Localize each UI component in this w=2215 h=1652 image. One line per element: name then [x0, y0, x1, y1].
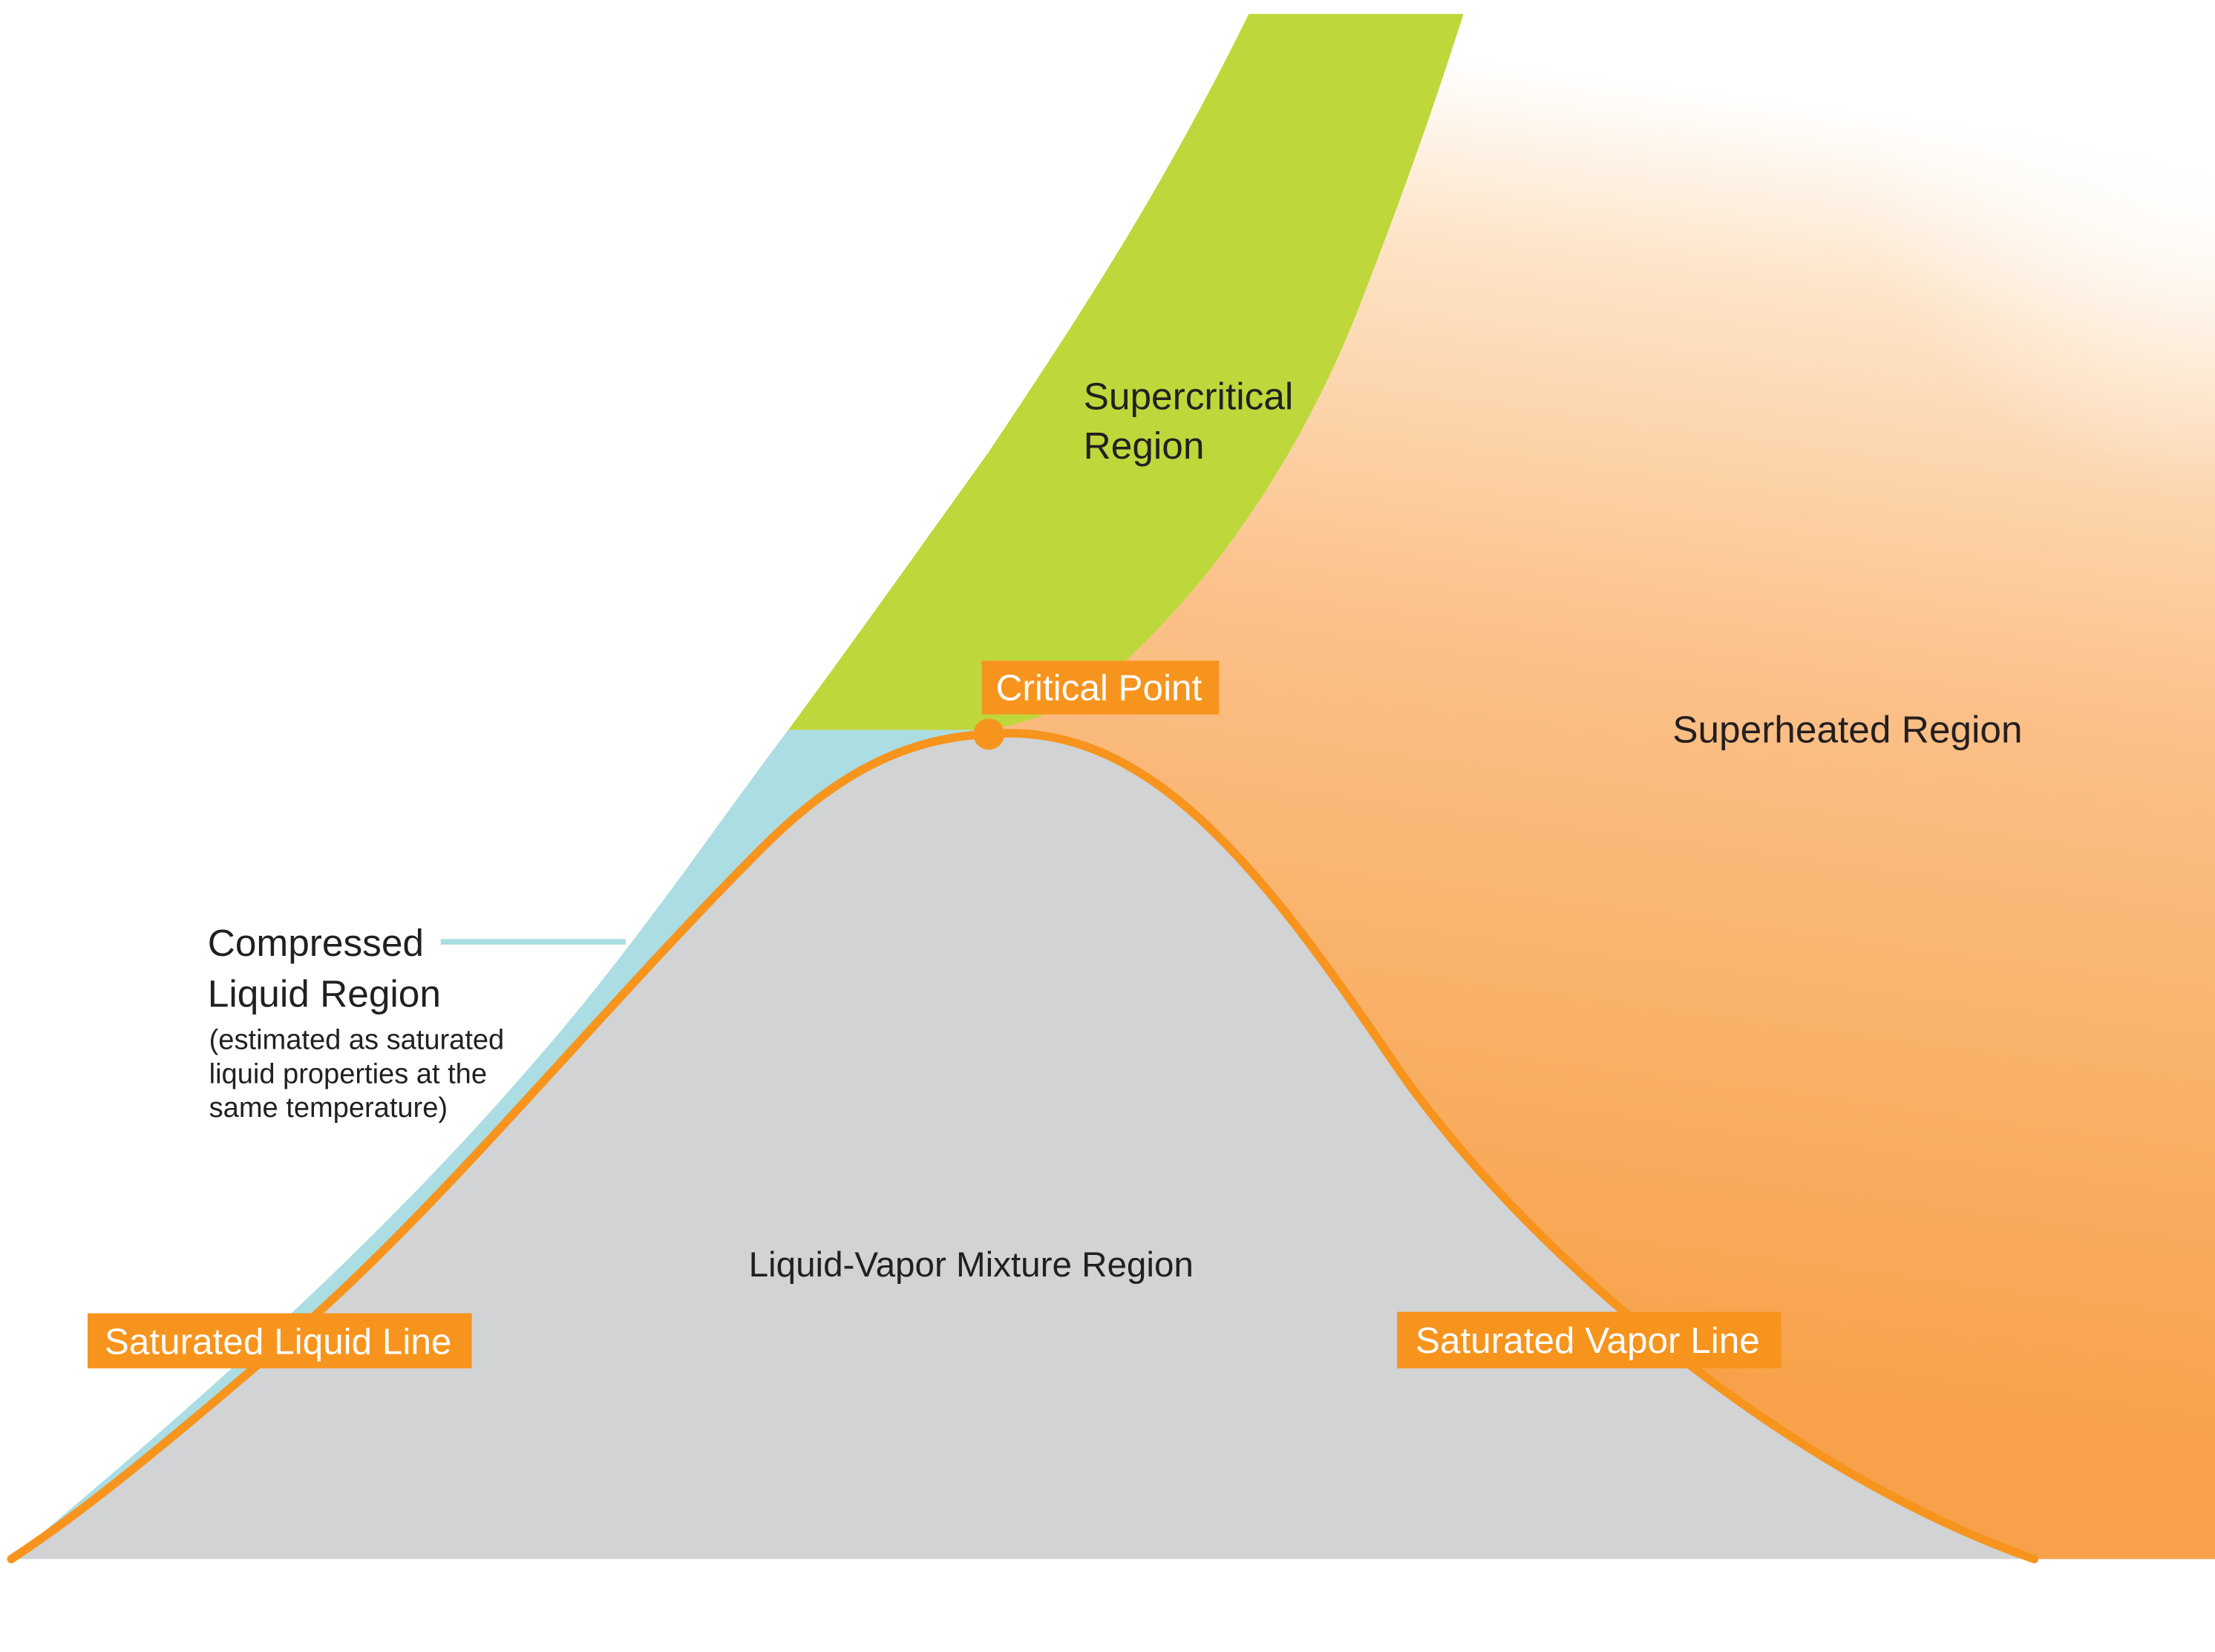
compressed-liquid-title: Compressed Liquid Region: [208, 921, 441, 1015]
critical-point-callout: Critical Point: [981, 661, 1220, 715]
superheated-region-label: Superheated Region: [1672, 708, 2022, 751]
critical-point-marker: [973, 718, 1005, 750]
critical-point-label: Critical Point: [996, 668, 1203, 709]
saturated-liquid-line-callout: Saturated Liquid Line: [87, 1313, 472, 1369]
saturated-vapor-line-callout: Saturated Vapor Line: [1397, 1311, 1782, 1369]
compressed-liquid-note: (estimated as saturated liquid propertie…: [209, 1025, 512, 1124]
supercritical-region: [788, 13, 1464, 730]
superheated-fade: [1695, 13, 2215, 579]
supercritical-region-label: Supercritical Region: [1084, 375, 1304, 468]
saturated-liquid-line-label: Saturated Liquid Line: [105, 1322, 452, 1363]
mixture-region-label: Liquid-Vapor Mixture Region: [749, 1245, 1194, 1285]
saturated-vapor-line-label: Saturated Vapor Line: [1416, 1320, 1760, 1361]
